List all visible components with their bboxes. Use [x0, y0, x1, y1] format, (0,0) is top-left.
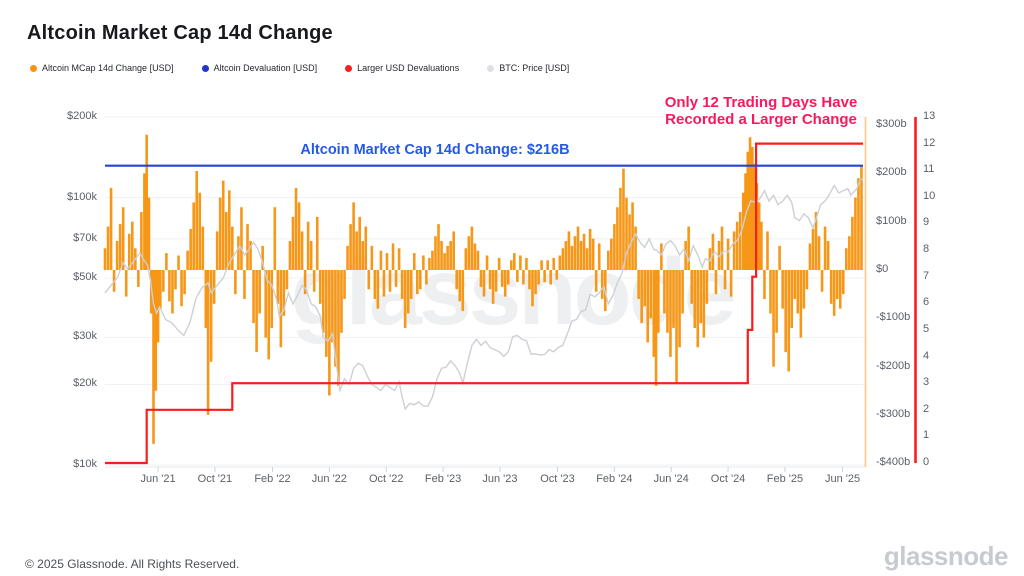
count-axis-tick-label: 1 — [923, 429, 930, 442]
x-axis-ticks — [157, 467, 844, 472]
count-axis-tick-label: 4 — [923, 349, 930, 362]
glassnode-logo: glassnode — [883, 541, 1009, 571]
left-axis-tick-label: $20k — [73, 377, 97, 390]
x-axis-tick-label: Oct '23 — [540, 473, 575, 485]
usd-axis-tick-label: -$200b — [876, 359, 911, 372]
count-axis-tick-label: 11 — [923, 163, 935, 176]
x-axis-tick-label: Jun '23 — [482, 473, 518, 485]
usd-axis-tick-label: $0 — [876, 263, 889, 275]
legend-item-3[interactable]: BTC: Price [USD] — [487, 63, 569, 73]
left-axis-tick-label: $70k — [73, 231, 97, 244]
x-axis-tick-label: Jun '24 — [653, 473, 689, 485]
left-axis-tick-label: $50k — [73, 271, 97, 284]
larger-change-annotation: Only 12 Trading Days Have Recorded a Lar… — [652, 94, 870, 128]
legend-item-0[interactable]: Altcoin MCap 14d Change [USD] — [30, 63, 174, 73]
legend-dot-icon — [487, 64, 495, 72]
count-axis-tick-label: 7 — [923, 269, 930, 282]
mcap-change-bars-series[interactable] — [103, 134, 863, 444]
x-axis-tick-label: Feb '23 — [424, 473, 462, 485]
legend-dot-icon — [30, 64, 37, 72]
usd-axis-tick-label: $100b — [876, 214, 907, 227]
footer-copyright: © 2025 Glassnode. All Rights Reserved. — [25, 557, 240, 571]
legend-item-label: Larger USD Devaluations — [357, 63, 460, 73]
legend-item-2[interactable]: Larger USD Devaluations — [345, 63, 459, 73]
count-axis-tick-label: 8 — [923, 243, 930, 256]
usd-axis-tick-label: -$300b — [876, 407, 911, 420]
x-axis-tick-label: Jun '25 — [824, 473, 861, 485]
legend-item-label: BTC: Price [USD] — [499, 63, 570, 73]
count-axis-tick-label: 0 — [923, 456, 930, 468]
left-axis-tick-label: $200k — [67, 109, 97, 122]
left-axis-tick-label: $30k — [73, 330, 97, 343]
legend-item-label: Altcoin Devaluation [USD] — [213, 63, 318, 73]
btc-price-line[interactable] — [104, 177, 864, 411]
x-axis-tick-label: Jun '21 — [140, 473, 176, 485]
count-axis-tick-label: 2 — [923, 402, 930, 415]
count-axis-tick-label: 3 — [923, 376, 930, 389]
count-axis-tick-label: 10 — [923, 189, 936, 202]
devaluation-threshold-label: Altcoin Market Cap 14d Change: $216B — [300, 142, 570, 158]
x-axis-tick-label: Feb '24 — [596, 473, 633, 485]
larger-devaluations-step-line[interactable] — [105, 142, 863, 465]
count-axis-tick-label: 9 — [923, 216, 930, 229]
larger-change-annotation-line2: Recorded a Larger Change — [665, 111, 857, 128]
chart-legend: Altcoin MCap 14d Change [USD] Altcoin Dev… — [30, 63, 569, 73]
x-axis-tick-label: Jun '22 — [311, 473, 347, 485]
count-axis-tick-label: 13 — [923, 110, 936, 122]
usd-axis-tick-label: -$100b — [876, 311, 911, 324]
count-axis-tick-label: 12 — [923, 136, 936, 149]
x-axis-tick-label: Feb '25 — [766, 473, 804, 485]
left-axis-tick-label: $10k — [73, 458, 97, 470]
legend-dot-icon — [345, 64, 353, 72]
left-axis-tick-label: $100k — [67, 190, 97, 203]
usd-axis-tick-label: $200b — [876, 166, 907, 179]
count-axis-tick-label: 6 — [923, 296, 930, 309]
usd-axis-tick-label: -$400b — [876, 456, 911, 469]
x-axis-tick-label: Feb '22 — [254, 473, 291, 485]
x-axis-tick-label: Oct '24 — [710, 473, 746, 485]
usd-axis-tick-label: $300b — [876, 118, 907, 131]
x-axis-tick-label: Oct '21 — [197, 473, 233, 485]
legend-item-1[interactable]: Altcoin Devaluation [USD] — [201, 63, 318, 73]
count-axis-tick-label: 5 — [923, 322, 930, 335]
x-axis-tick-label: Oct '22 — [368, 473, 404, 485]
larger-change-annotation-line1: Only 12 Trading Days Have — [664, 94, 858, 111]
legend-dot-icon — [201, 64, 209, 72]
legend-item-label: Altcoin MCap 14d Change [USD] — [42, 63, 174, 73]
page-title: Altcoin Market Cap 14d Change — [27, 22, 333, 44]
